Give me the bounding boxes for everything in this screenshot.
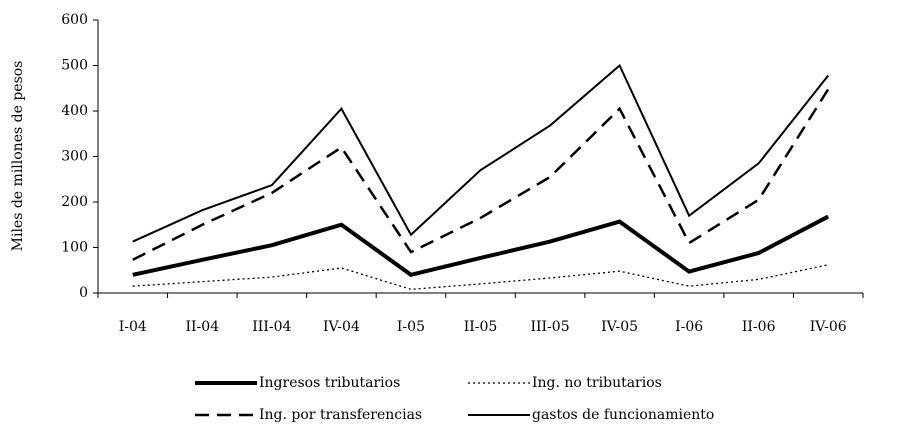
series-line (132, 63, 830, 243)
series-line (132, 214, 830, 277)
series-line (132, 264, 829, 291)
x-tick-label: III-04 (252, 319, 291, 335)
y-axis-label: Miles de millones de pesos (10, 61, 26, 252)
x-tick-label: II-05 (464, 319, 498, 335)
x-tick-label: III-05 (530, 319, 569, 335)
legend-label: Ingresos tributarios (259, 375, 400, 391)
x-tick-label: IV-05 (601, 319, 638, 335)
y-tick-label: 200 (61, 194, 88, 210)
x-tick-label: I-06 (675, 319, 703, 335)
x-tick-label: II-06 (742, 319, 776, 335)
x-tick-label: IV-04 (323, 319, 360, 335)
y-tick-label: 0 (79, 285, 88, 301)
y-tick-label: 400 (61, 103, 88, 119)
x-tick-label: I-05 (397, 319, 425, 335)
y-tick-label: 500 (61, 58, 88, 74)
x-tick-label: I-04 (119, 319, 147, 335)
x-tick-label: IV-06 (810, 319, 847, 335)
y-tick-label: 600 (61, 12, 88, 28)
legend-label: gastos de funcionamiento (532, 407, 714, 423)
y-tick-label: 300 (61, 149, 88, 165)
x-tick-label: II-04 (186, 319, 220, 335)
series-line (132, 88, 830, 261)
legend-label: Ing. por transferencias (259, 407, 422, 423)
legend-label: Ing. no tributarios (532, 375, 662, 391)
y-tick-label: 100 (61, 240, 88, 256)
